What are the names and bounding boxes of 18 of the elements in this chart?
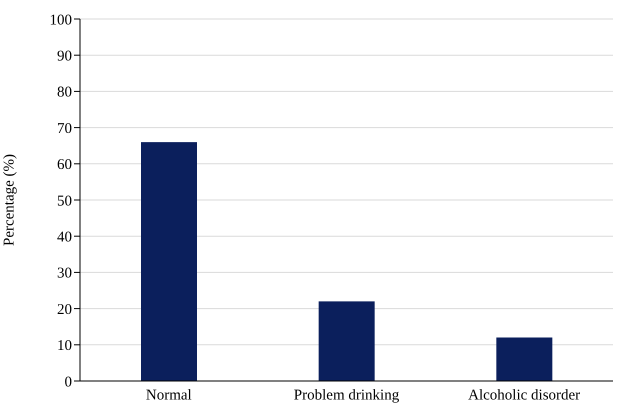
y-tick-label: 80 [57,84,72,101]
y-tick-label: 30 [57,266,72,282]
bar [318,301,375,381]
x-tick-label: Alcoholic disorder [468,388,580,404]
y-tick-label: 0 [64,374,72,390]
bar [141,142,197,381]
bar [496,338,552,381]
y-tick-label: 100 [50,12,72,28]
y-tick-label: 40 [57,230,72,246]
y-tick-label: 70 [57,120,72,137]
y-tick-label: 90 [57,48,72,65]
y-tick-label: 60 [57,157,72,174]
y-axis-title: Percentage (%) [1,154,18,246]
y-tick-label: 10 [57,338,72,354]
x-tick-label: Normal [146,388,192,404]
y-tick-label: 20 [57,302,72,318]
y-tick-label: 50 [57,193,72,210]
x-tick-label: Problem drinking [294,388,400,404]
